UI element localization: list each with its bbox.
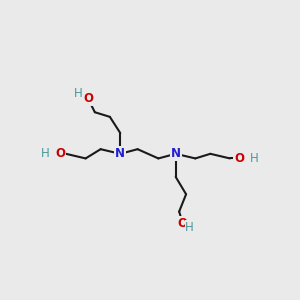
Text: O: O <box>83 92 93 105</box>
Text: H: H <box>250 152 258 165</box>
Text: O: O <box>55 147 65 160</box>
Text: H: H <box>185 220 194 233</box>
Text: N: N <box>171 147 181 160</box>
Text: H: H <box>41 147 50 160</box>
Text: O: O <box>234 152 244 165</box>
Text: H: H <box>74 87 83 100</box>
Text: N: N <box>115 147 125 160</box>
Text: O: O <box>178 217 188 230</box>
